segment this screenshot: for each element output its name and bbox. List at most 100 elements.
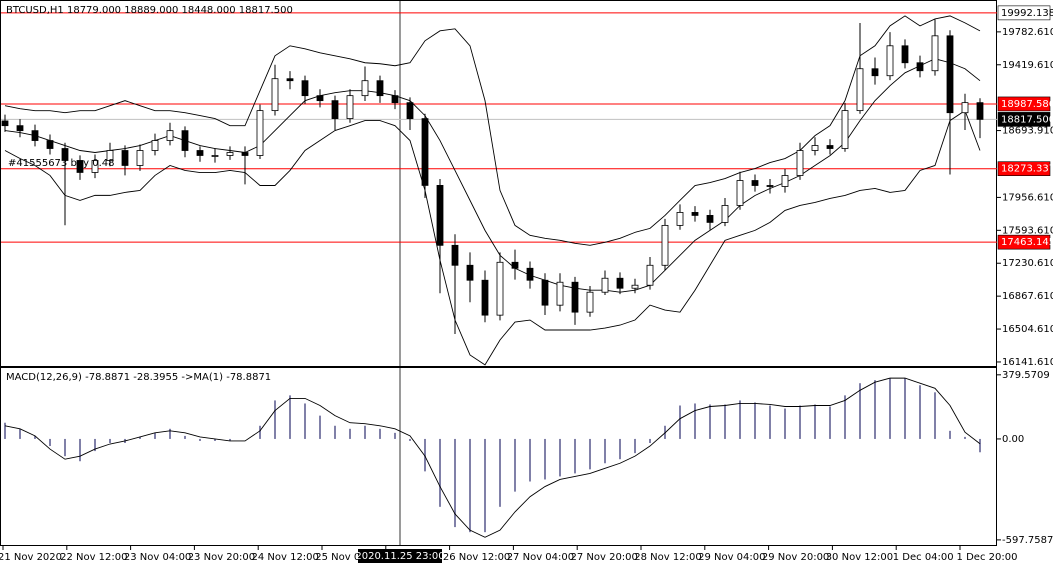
level-price-box	[997, 234, 1051, 250]
candle-body	[166, 130, 174, 141]
candle-body	[286, 78, 294, 82]
candle-body	[91, 160, 99, 173]
y-tick-label: 17956.610	[1002, 192, 1053, 203]
candle-body	[601, 277, 609, 293]
candle-body	[121, 150, 129, 166]
trade-annotation: #41555673 buy 0.48	[8, 158, 115, 169]
candle-body	[826, 145, 834, 149]
candle-body	[571, 281, 579, 313]
candle-body	[661, 224, 669, 266]
candle-body	[226, 152, 234, 156]
y-tick-label: 19782.610	[1002, 27, 1053, 38]
candle-body	[406, 102, 414, 119]
candle-body	[721, 205, 729, 223]
candle-body	[781, 175, 789, 187]
level-price-box	[997, 96, 1051, 112]
candle-body	[496, 261, 504, 316]
candle-body	[136, 150, 144, 166]
y-tick-label: 16867.610	[1002, 291, 1053, 302]
level-price-label: 18817.500	[1001, 114, 1053, 125]
candle-body	[691, 212, 699, 216]
candle-body	[241, 152, 249, 156]
candle-body	[361, 80, 369, 97]
candle-body	[466, 264, 474, 281]
level-price-label: 18987.586	[1001, 99, 1053, 110]
y-tick-label: 17230.610	[1002, 258, 1053, 269]
x-tick-label: 21 Nov 2020	[0, 552, 62, 563]
candle-body	[766, 185, 774, 187]
y-tick-label: -597.7587	[1002, 535, 1053, 546]
candle-body	[301, 80, 309, 97]
candle-body	[271, 78, 279, 112]
x-tick-label: 27 Nov 20:00	[570, 552, 637, 563]
y-tick-label: 379.5709	[1002, 370, 1050, 381]
y-tick-label: 17593.610	[1002, 225, 1053, 236]
candle-body	[676, 212, 684, 226]
y-tick-label: 18693.910	[1002, 126, 1053, 137]
candle-body	[556, 281, 564, 306]
signal-line	[4, 377, 981, 538]
candle-body	[541, 279, 549, 306]
candle-body	[106, 150, 114, 161]
candle-body	[181, 130, 189, 151]
candle-body	[316, 95, 324, 102]
candle-body	[451, 244, 459, 266]
candle-body	[931, 35, 939, 72]
y-tick-label: 19419.610	[1002, 60, 1053, 71]
candle-body	[901, 45, 909, 64]
bollinger-band	[4, 15, 981, 246]
candle-body	[916, 62, 924, 72]
level-price-box	[997, 161, 1051, 176]
candle-body	[196, 150, 204, 156]
x-tick-label: 23 Nov 04:00	[124, 552, 191, 563]
crosshair-time-label: 2020.11.25 23:00	[355, 551, 444, 562]
candle-body	[946, 35, 954, 114]
candle-body	[586, 291, 594, 313]
level-price-label: 19992.138	[1001, 8, 1053, 19]
x-tick-label: 24 Nov 12:00	[251, 552, 318, 563]
x-tick-label: 1 Dec 20:00	[957, 552, 1018, 563]
x-tick-label: 28 Nov 12:00	[634, 552, 701, 563]
price-title: BTCUSD,H1 18779.000 18889.000 18448.000 …	[6, 5, 293, 16]
bollinger-band	[4, 58, 981, 293]
candle-body	[61, 148, 69, 161]
candle-body	[331, 100, 339, 119]
price-panel-frame	[0, 0, 997, 367]
y-tick-label: 16504.610	[1002, 324, 1053, 335]
candle-body	[616, 277, 624, 289]
x-tick-label: 1 Dec 04:00	[893, 552, 954, 563]
candle-body	[976, 102, 984, 120]
y-tick-label: 0.00	[1002, 434, 1024, 445]
candle-body	[421, 118, 429, 186]
candle-body	[436, 185, 444, 246]
candle-body	[631, 284, 639, 289]
x-tick-label: 26 Nov 12:00	[443, 552, 510, 563]
x-tick-label: 29 Nov 20:00	[762, 552, 829, 563]
level-price-box	[997, 112, 1051, 127]
candle-body	[706, 215, 714, 223]
candle-body	[886, 45, 894, 77]
macd-title: MACD(12,26,9) -78.8871 -28.3955 ->MA(1) …	[6, 372, 271, 383]
candle-body	[346, 95, 354, 119]
x-tick-label: 22 Nov 12:00	[60, 552, 127, 563]
candle-body	[1, 120, 9, 127]
macd-panel-frame	[0, 367, 997, 546]
candle-body	[211, 155, 219, 157]
candle-body	[151, 140, 159, 151]
candle-body	[646, 264, 654, 286]
x-tick-label: 29 Nov 04:00	[698, 552, 765, 563]
candle-body	[511, 261, 519, 269]
candle-body	[76, 160, 84, 173]
x-tick-label: 23 Nov 20:00	[188, 552, 255, 563]
candle-body	[376, 80, 384, 97]
level-price-label: 18273.337	[1001, 164, 1053, 175]
candle-body	[736, 180, 744, 206]
candle-body	[811, 145, 819, 151]
bollinger-band	[4, 109, 981, 366]
candle-body	[526, 267, 534, 281]
candle-body	[841, 110, 849, 149]
level-price-label: 17463.145	[1001, 237, 1053, 248]
candle-body	[751, 180, 759, 186]
level-price-box	[997, 5, 1051, 21]
